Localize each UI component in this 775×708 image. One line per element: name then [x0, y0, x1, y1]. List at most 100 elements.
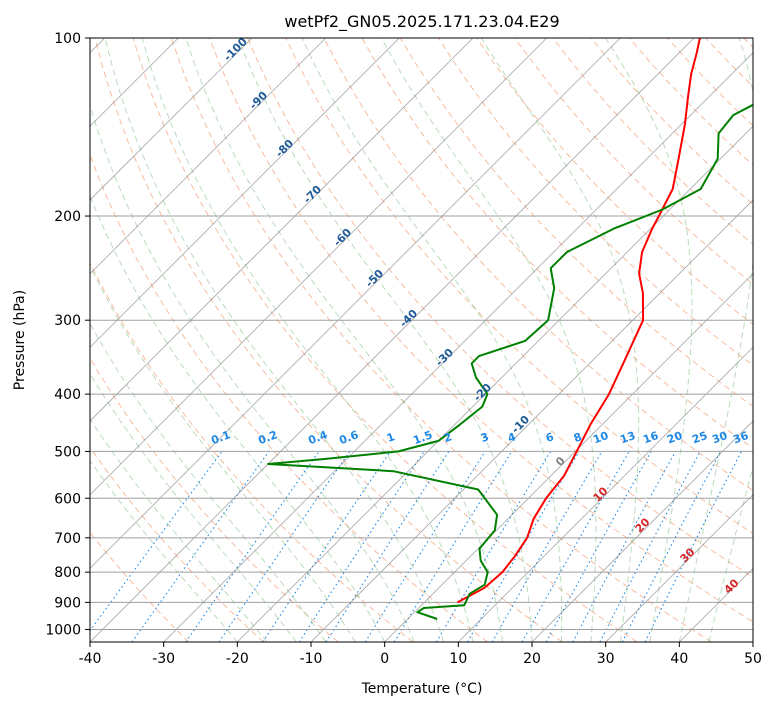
mixing-ratio-label: 10	[591, 429, 610, 447]
isotherm-line	[531, 420, 753, 642]
mixing-ratio-label: 2	[442, 430, 454, 445]
dry-adiabat-line	[90, 153, 488, 642]
mixing-ratio-line	[599, 451, 701, 642]
moist-adiabat-line	[605, 38, 693, 642]
moist-adiabat-line	[90, 103, 415, 642]
moist-adiabat-line	[141, 38, 474, 642]
y-tick-label: 700	[54, 531, 81, 547]
mixing-ratio-line	[298, 451, 425, 642]
dry-adiabat-line	[90, 261, 414, 642]
x-tick-label: -30	[152, 651, 175, 667]
x-tick-label: 50	[744, 651, 762, 667]
plot-area: -100-90-80-70-60-50-40-30-20-100.1 0.2 0.4…	[90, 35, 753, 642]
dry-adiabat-line	[90, 357, 339, 642]
mixing-ratio-line	[572, 451, 676, 642]
isotherm-line	[605, 494, 753, 642]
dry-adiabat-label: -80	[273, 137, 296, 160]
dry-adiabat-line	[323, 38, 753, 492]
mixing-ratio-label: 6	[544, 430, 556, 445]
mixing-ratio-label: 25	[690, 429, 709, 446]
dry-adiabat-line	[705, 38, 753, 88]
moist-adiabat-line	[380, 38, 597, 642]
dry-adiabat-line	[552, 38, 753, 245]
x-tick-label: -20	[226, 651, 249, 667]
y-tick-label: 1000	[45, 622, 81, 638]
isotherm-line	[310, 199, 753, 642]
mixing-ratio-line	[90, 451, 223, 632]
moist-adiabat-label: 30	[678, 545, 698, 565]
mixing-ratio-line	[185, 451, 320, 642]
moist-adiabat-line	[90, 372, 297, 642]
isotherm-line	[90, 38, 547, 496]
isotherm-line	[90, 38, 621, 569]
dry-adiabat-line	[247, 38, 753, 578]
mixing-ratio-label: 1.5	[411, 428, 434, 447]
dry-adiabat-label: -70	[301, 183, 324, 206]
dry-adiabat-line	[90, 531, 190, 642]
mixing-ratio-label: 0.4	[306, 428, 329, 447]
y-tick-label: 800	[54, 565, 81, 581]
mixing-ratio-label: 36	[731, 429, 750, 447]
moist-adiabat-line	[678, 38, 753, 642]
moist-adiabat-line	[237, 38, 533, 642]
mixing-ratio-line	[644, 451, 742, 642]
isotherm-line	[163, 52, 753, 642]
dry-adiabat-label: -90	[247, 89, 270, 112]
x-tick-label: 40	[670, 651, 688, 667]
dry-adiabat-label: -30	[433, 346, 456, 369]
x-tick-label: -10	[300, 651, 323, 667]
mixing-ratio-line	[218, 451, 351, 642]
mixing-ratio-label: 30	[710, 429, 729, 447]
y-tick-label: 900	[54, 595, 81, 611]
x-axis-title: Temperature (°C)	[361, 681, 483, 697]
mixing-ratio-label: 3	[479, 430, 491, 445]
mixing-ratio-label: 16	[641, 429, 660, 447]
dry-adiabat-label: -100	[221, 35, 250, 64]
moist-adiabat-label: 10	[591, 484, 611, 504]
mixing-ratio-line	[467, 451, 580, 642]
mixing-ratio-label: 0.1	[209, 428, 232, 447]
y-tick-label: 300	[54, 313, 81, 329]
x-tick-label: 10	[449, 651, 467, 667]
moist-adiabat-line	[90, 459, 238, 642]
mixing-ratio-line	[131, 451, 270, 642]
mixing-ratio-line	[521, 451, 630, 642]
mixing-ratio-label: 13	[618, 429, 637, 446]
moist-adiabat-line	[480, 38, 640, 642]
dry-adiabat-line	[90, 446, 264, 642]
dry-adiabat-line	[476, 38, 753, 326]
y-tick-label: 600	[54, 491, 81, 507]
mixing-ratio-label: 0.2	[256, 428, 279, 447]
dry-adiabat-line	[514, 38, 753, 285]
mixing-ratio-label: 4	[506, 430, 518, 445]
moist-adiabat-line	[90, 264, 356, 642]
moist-adiabat-line	[90, 418, 268, 642]
mixing-ratio-line	[545, 451, 652, 642]
mixing-ratio-line	[325, 451, 450, 642]
moist-adiabat-line	[90, 322, 327, 642]
moist-adiabat-line	[90, 194, 386, 642]
y-tick-label: 200	[54, 209, 81, 225]
x-tick-label: 20	[523, 651, 541, 667]
isotherm-line	[90, 38, 400, 348]
mixing-ratio-label: 0.6	[337, 428, 360, 447]
moist-adiabat-line	[708, 464, 753, 642]
y-axis-title: Pressure (hPa)	[12, 290, 28, 390]
mixing-ratio-label: 8	[572, 430, 584, 445]
dry-adiabat-label: -20	[471, 381, 494, 404]
dry-adiabat-line	[209, 38, 753, 623]
dry-adiabat-line	[437, 38, 753, 366]
moist-adiabat-label: 0	[553, 454, 568, 469]
x-tick-label: 0	[380, 651, 389, 667]
dry-adiabat-line	[132, 38, 638, 642]
y-tick-label: 400	[54, 387, 81, 403]
isotherm-line	[752, 641, 753, 642]
dry-adiabat-line	[285, 38, 753, 535]
dewpoint-profile-line	[267, 103, 753, 620]
plot-frame	[89, 37, 754, 643]
y-tick-label: 100	[54, 31, 81, 47]
isotherm-line	[237, 125, 753, 642]
isotherm-line	[90, 38, 253, 201]
